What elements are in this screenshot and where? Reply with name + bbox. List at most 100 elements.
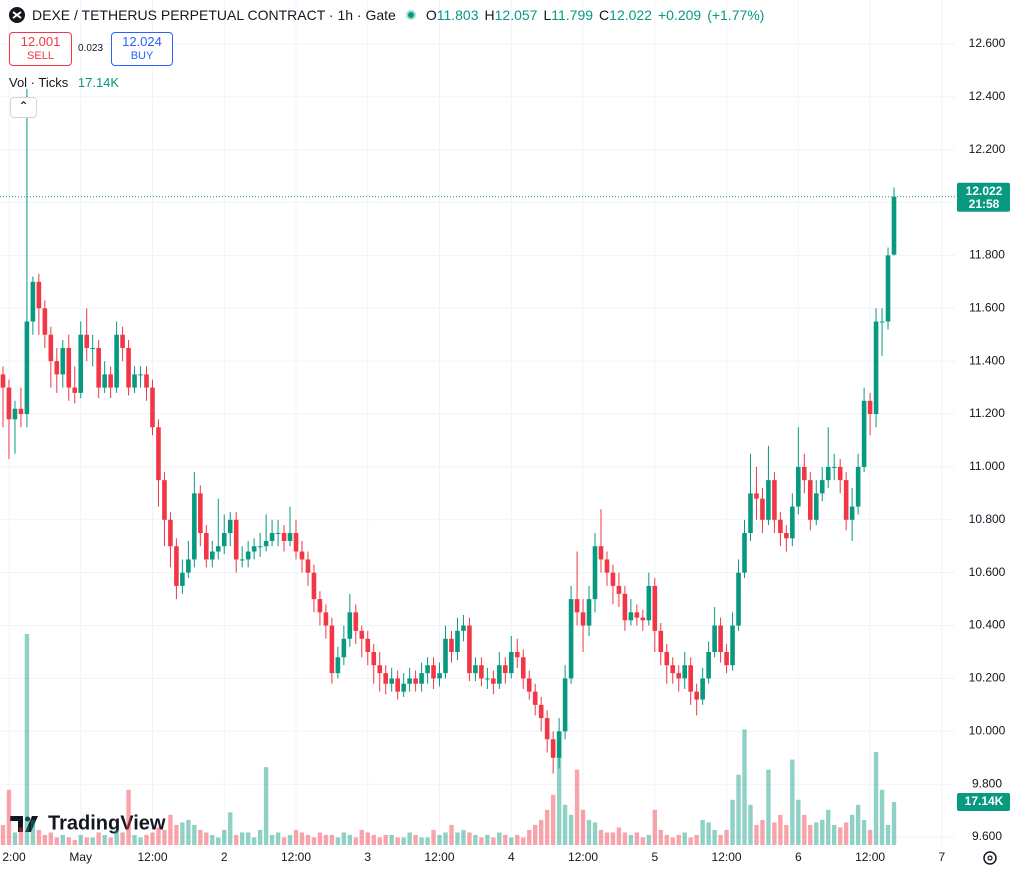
y-tick-label: 10.200 bbox=[969, 671, 1006, 685]
x-tick-label: 6 bbox=[795, 850, 802, 864]
volume-bar bbox=[772, 822, 777, 845]
symbol-icon bbox=[9, 7, 25, 23]
volume-bar bbox=[257, 829, 263, 845]
candle-body bbox=[168, 519, 173, 547]
candle-body bbox=[72, 387, 78, 393]
candle-body bbox=[574, 599, 580, 613]
candle-body bbox=[233, 519, 239, 560]
volume-bar bbox=[269, 834, 275, 845]
collapse-button[interactable]: ⌃ bbox=[10, 97, 37, 118]
volume-bar bbox=[228, 812, 233, 845]
status-dot bbox=[405, 10, 416, 20]
volume-bar bbox=[216, 837, 221, 845]
volume-bar bbox=[814, 822, 819, 845]
volume-bar bbox=[885, 824, 891, 845]
candle-body bbox=[449, 638, 454, 652]
volume-bar bbox=[126, 789, 131, 845]
volume-bar bbox=[652, 809, 658, 845]
candle-body bbox=[837, 466, 843, 481]
volume-bar bbox=[329, 834, 335, 845]
candle-body bbox=[598, 546, 604, 560]
volume-bar bbox=[879, 789, 885, 845]
volume-bar bbox=[138, 837, 143, 845]
candle-body bbox=[700, 678, 705, 700]
candle-body bbox=[526, 678, 532, 692]
settings-icon-ring bbox=[983, 851, 997, 865]
volume-bar bbox=[383, 834, 388, 845]
candle-body bbox=[42, 308, 48, 335]
candle-body bbox=[503, 665, 508, 674]
candle-body bbox=[562, 678, 568, 732]
candle-body bbox=[311, 572, 317, 600]
volume-bar bbox=[820, 819, 825, 845]
sell-button[interactable]: 12.001 SELL bbox=[9, 32, 72, 66]
candle-body bbox=[802, 466, 807, 481]
volume-tag-value: 17.14K bbox=[965, 794, 1004, 808]
change-percent: (+1.77%) bbox=[707, 7, 765, 23]
volume-bar bbox=[204, 832, 209, 845]
volume-bar bbox=[676, 834, 681, 845]
price-tag bbox=[957, 182, 1010, 212]
volume-bar bbox=[670, 837, 675, 845]
candle-body bbox=[825, 466, 831, 481]
candle-body bbox=[622, 593, 628, 621]
candle-body bbox=[706, 651, 711, 679]
candle-body bbox=[6, 387, 12, 420]
candle-body bbox=[628, 612, 634, 621]
candle-body bbox=[126, 347, 131, 388]
candle-body bbox=[748, 493, 753, 534]
y-tick-label: 11.200 bbox=[969, 406, 1005, 420]
candle-body bbox=[538, 704, 544, 719]
volume-bar bbox=[353, 837, 359, 845]
volume-bar bbox=[371, 834, 376, 845]
candle-body bbox=[209, 551, 215, 560]
candle-body bbox=[592, 546, 598, 600]
volume-bar bbox=[646, 834, 652, 845]
candle-body bbox=[520, 657, 526, 679]
candle-body bbox=[712, 625, 717, 652]
candle-body bbox=[742, 533, 747, 573]
volume-bar bbox=[736, 774, 741, 845]
volume-bar bbox=[275, 832, 281, 845]
candle-body bbox=[114, 334, 119, 388]
volume-bar bbox=[580, 809, 586, 845]
candle-body bbox=[861, 400, 867, 467]
candle-body bbox=[239, 559, 245, 561]
volume-bar bbox=[688, 837, 693, 845]
buy-button[interactable]: 12.024 BUY bbox=[111, 32, 173, 66]
symbol-title[interactable]: DEXE / TETHERUS PERPETUAL CONTRACT · 1h … bbox=[32, 7, 396, 23]
candle-body bbox=[401, 683, 406, 692]
x-tick-label: 4 bbox=[508, 850, 515, 864]
candle-body bbox=[227, 519, 233, 534]
volume-bar bbox=[186, 819, 191, 845]
volume-bar bbox=[419, 837, 424, 845]
settings-icon[interactable] bbox=[983, 851, 997, 865]
candle-body bbox=[335, 657, 341, 674]
candle-body bbox=[305, 559, 311, 573]
volume-bar bbox=[108, 837, 113, 845]
ohlc-open: 11.803 bbox=[436, 7, 479, 23]
candle-body bbox=[120, 334, 125, 348]
volume-bar bbox=[640, 837, 646, 845]
candle-body bbox=[724, 651, 729, 666]
candle-body bbox=[144, 374, 149, 388]
volume-bar bbox=[592, 822, 598, 845]
y-tick-label: 12.200 bbox=[969, 142, 1006, 156]
candle-body bbox=[437, 673, 442, 679]
candle-body bbox=[198, 493, 203, 534]
volume-bar bbox=[132, 834, 137, 845]
ohlc-prefix: L bbox=[543, 7, 552, 23]
candle-body bbox=[251, 546, 257, 552]
volume-bar bbox=[377, 837, 382, 845]
x-tick-label: 12:00 bbox=[568, 850, 598, 864]
candle-body bbox=[96, 347, 101, 388]
volume-bar bbox=[861, 819, 867, 845]
candle-body bbox=[150, 387, 155, 428]
candle-body bbox=[873, 321, 879, 415]
volume-bar bbox=[395, 837, 400, 845]
y-tick-label: 9.600 bbox=[972, 829, 1002, 843]
y-tick-label: 10.600 bbox=[969, 565, 1006, 579]
candle-body bbox=[610, 572, 616, 586]
buy-label: BUY bbox=[130, 50, 154, 62]
